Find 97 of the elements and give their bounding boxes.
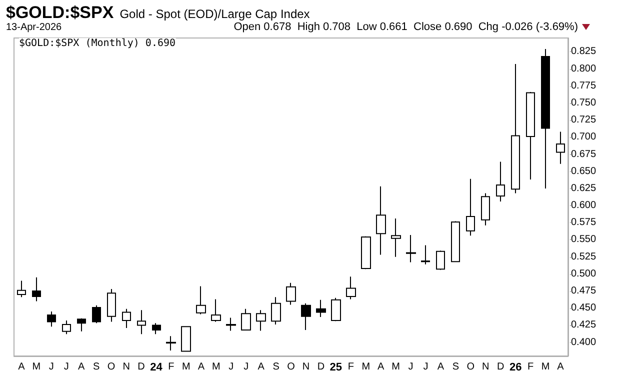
candlestick: [226, 317, 236, 332]
candlestick: [107, 288, 116, 322]
candlestick: [511, 63, 520, 194]
x-tick-label: D: [497, 362, 504, 372]
y-tick-label: 0.725: [571, 114, 596, 126]
candlestick: [122, 308, 131, 328]
x-tick-label: M: [182, 362, 190, 372]
candlestick: [391, 218, 401, 258]
candlestick: [196, 286, 206, 315]
text: Open 0.678 High 0.708 Low 0.661 Close 0.690 Chg -0.026 (-3.69%): [234, 21, 578, 33]
x-tick-label: A: [258, 362, 265, 372]
candlestick: [211, 298, 221, 322]
x-tick-label: F: [528, 362, 534, 372]
candlestick: [241, 308, 251, 331]
candlestick: [376, 186, 386, 256]
x-tick-label: A: [198, 362, 205, 372]
candlestick: [32, 276, 41, 302]
y-tick-label: 0.575: [571, 217, 596, 228]
y-tick-label: 0.700: [571, 132, 596, 143]
y-tick-label: 0.400: [571, 336, 596, 348]
candlestick: [256, 310, 266, 332]
candlestick: [152, 322, 161, 335]
candlestick: [286, 282, 296, 306]
y-tick-label: 0.675: [571, 148, 596, 160]
candlestick: [421, 244, 430, 265]
x-tick-label: 24: [150, 362, 164, 374]
x-tick-label: A: [378, 362, 384, 372]
x-tick-label: N: [302, 362, 310, 372]
candlestick: [77, 318, 86, 332]
x-tick-label: O: [287, 362, 296, 372]
x-tick-label: A: [557, 362, 564, 372]
x-tick-label: O: [107, 362, 116, 372]
x-tick-label: O: [466, 362, 475, 372]
x-tick-label: D: [138, 362, 145, 372]
y-tick-label: 0.525: [571, 251, 596, 262]
y-tick-label: 0.625: [571, 182, 596, 194]
x-tick-label: A: [437, 362, 444, 372]
x-tick-label: N: [122, 362, 130, 372]
x-tick-label: J: [48, 362, 54, 372]
x-tick-label: M: [212, 362, 220, 372]
y-tick-label: 0.600: [571, 200, 596, 212]
candlestick: [361, 236, 371, 270]
y-tick-label: 0.550: [571, 234, 596, 246]
candlestick: [436, 250, 445, 270]
x-tick-label: A: [78, 362, 86, 372]
y-tick-label: 0.450: [571, 302, 596, 314]
candlestick: [556, 131, 565, 164]
y-tick-label: 0.650: [571, 166, 596, 177]
x-tick-label: J: [408, 362, 414, 372]
candlestick: [331, 297, 341, 322]
annotation: $GOLD:$SPX (Monthly) 0.690: [19, 38, 176, 49]
x-tick-label: A: [18, 362, 26, 372]
candlestick: [496, 161, 505, 202]
candlestick: [271, 296, 281, 326]
x-tick-label: S: [452, 362, 460, 372]
candlestick: [526, 92, 535, 180]
candlestick: [92, 304, 101, 324]
candlestick: [466, 178, 475, 236]
y-tick-label: 0.750: [571, 97, 596, 108]
candlestick: [541, 48, 550, 189]
x-tick-label: S: [272, 362, 280, 372]
x-tick-label: M: [392, 362, 400, 372]
y-tick-label: 0.425: [571, 320, 596, 331]
x-tick-label: F: [348, 362, 354, 372]
candlestick: [451, 220, 460, 262]
chart-subtitle: Gold - Spot (EOD)/Large Cap Index: [120, 7, 310, 21]
candlestick: [17, 280, 26, 298]
y-tick-label: 0.800: [571, 63, 596, 74]
y-tick-label: 0.500: [571, 268, 596, 280]
x-tick-label: 25: [330, 362, 342, 374]
text: 13-Apr-2026: [6, 22, 62, 33]
x-tick-label: F: [168, 362, 174, 372]
x-tick-label: M: [32, 362, 41, 372]
x-tick-label: J: [64, 362, 69, 372]
x-tick-label: 26: [509, 362, 522, 374]
candlestick: [137, 310, 146, 335]
x-tick-label: M: [541, 362, 550, 372]
candlestick: [406, 234, 416, 263]
candlestick: [47, 311, 56, 328]
y-tick-label: 0.825: [571, 46, 596, 58]
x-tick-label: J: [228, 362, 234, 372]
x-tick-label: M: [362, 362, 370, 372]
candlestick: [301, 302, 311, 331]
candlestick: [181, 326, 191, 352]
candlestick: [346, 276, 356, 300]
x-tick-label: S: [93, 362, 100, 372]
candlestick: [481, 192, 490, 226]
x-tick-label: D: [317, 362, 325, 372]
x-tick-label: N: [482, 362, 490, 372]
y-tick-label: 0.775: [571, 80, 596, 92]
x-tick-label: J: [423, 362, 428, 372]
candlestick: [166, 336, 176, 352]
candlestick: [316, 299, 326, 318]
x-tick-label: J: [244, 362, 249, 372]
y-tick-label: 0.475: [571, 286, 596, 297]
chart-title: $GOLD:$SPX: [6, 3, 114, 22]
candlestick: [62, 320, 71, 335]
